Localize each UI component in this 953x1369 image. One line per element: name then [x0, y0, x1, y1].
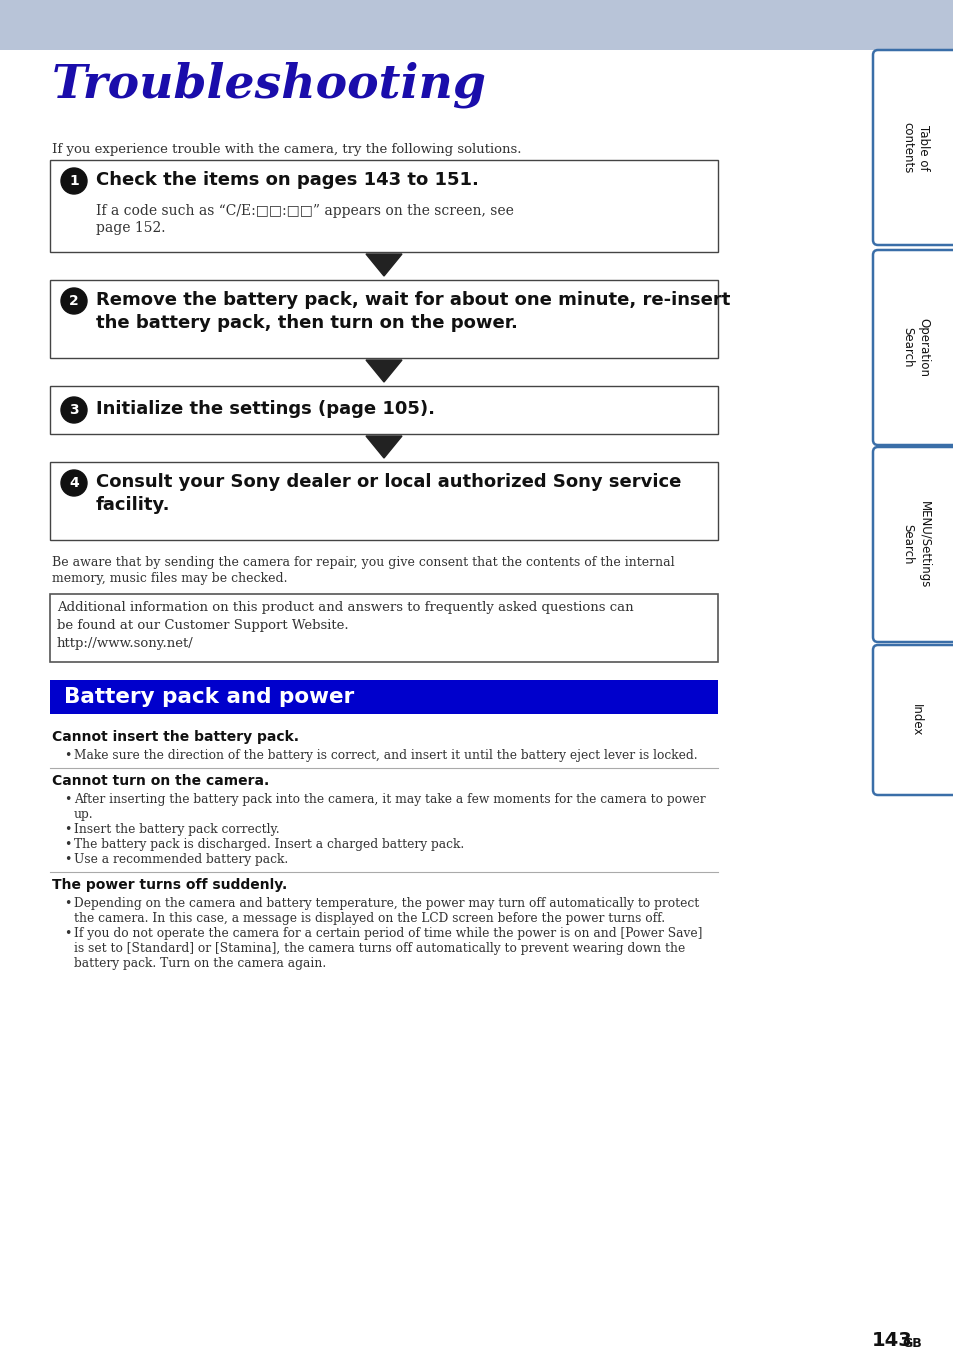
Text: battery pack. Turn on the camera again.: battery pack. Turn on the camera again.	[74, 957, 326, 971]
Text: be found at our Customer Support Website.: be found at our Customer Support Website…	[57, 619, 348, 632]
Text: 143: 143	[871, 1331, 912, 1350]
Text: page 152.: page 152.	[96, 220, 165, 235]
Circle shape	[61, 287, 87, 314]
Text: Troubleshooting: Troubleshooting	[52, 62, 486, 108]
FancyBboxPatch shape	[0, 51, 953, 1369]
Text: 4: 4	[69, 476, 79, 490]
Text: 2: 2	[69, 294, 79, 308]
Text: Consult your Sony dealer or local authorized Sony service: Consult your Sony dealer or local author…	[96, 474, 680, 491]
Text: MENU/Settings
Search: MENU/Settings Search	[901, 501, 929, 589]
Polygon shape	[366, 255, 401, 277]
FancyBboxPatch shape	[872, 251, 953, 445]
Text: Depending on the camera and battery temperature, the power may turn off automati: Depending on the camera and battery temp…	[74, 897, 699, 910]
Text: If a code such as “C/E:□□:□□” appears on the screen, see: If a code such as “C/E:□□:□□” appears on…	[96, 204, 514, 218]
Text: Remove the battery pack, wait for about one minute, re-insert: Remove the battery pack, wait for about …	[96, 292, 730, 309]
FancyBboxPatch shape	[0, 0, 953, 51]
Polygon shape	[366, 435, 401, 459]
Text: The power turns off suddenly.: The power turns off suddenly.	[52, 878, 287, 893]
Text: Cannot turn on the camera.: Cannot turn on the camera.	[52, 773, 269, 789]
Text: 3: 3	[70, 402, 79, 418]
Text: •: •	[64, 853, 71, 867]
Text: GB: GB	[901, 1338, 921, 1350]
FancyBboxPatch shape	[872, 645, 953, 795]
FancyBboxPatch shape	[50, 680, 718, 715]
Text: Cannot insert the battery pack.: Cannot insert the battery pack.	[52, 730, 298, 743]
FancyBboxPatch shape	[50, 386, 718, 434]
FancyBboxPatch shape	[50, 594, 718, 663]
FancyBboxPatch shape	[50, 281, 718, 359]
Text: facility.: facility.	[96, 496, 171, 513]
Text: http://www.sony.net/: http://www.sony.net/	[57, 637, 193, 650]
Text: up.: up.	[74, 808, 93, 821]
Text: Initialize the settings (page 105).: Initialize the settings (page 105).	[96, 400, 435, 418]
Text: 1: 1	[69, 174, 79, 188]
Text: •: •	[64, 838, 71, 852]
Text: If you experience trouble with the camera, try the following solutions.: If you experience trouble with the camer…	[52, 142, 521, 156]
Text: •: •	[64, 793, 71, 806]
Text: After inserting the battery pack into the camera, it may take a few moments for : After inserting the battery pack into th…	[74, 793, 705, 806]
Text: •: •	[64, 897, 71, 910]
Text: Insert the battery pack correctly.: Insert the battery pack correctly.	[74, 823, 279, 836]
Text: •: •	[64, 823, 71, 836]
Text: Index: Index	[908, 704, 922, 737]
FancyBboxPatch shape	[872, 448, 953, 642]
Text: Be aware that by sending the camera for repair, you give consent that the conten: Be aware that by sending the camera for …	[52, 556, 674, 570]
Text: The battery pack is discharged. Insert a charged battery pack.: The battery pack is discharged. Insert a…	[74, 838, 464, 852]
FancyBboxPatch shape	[50, 461, 718, 539]
Text: Additional information on this product and answers to frequently asked questions: Additional information on this product a…	[57, 601, 633, 615]
Text: the camera. In this case, a message is displayed on the LCD screen before the po: the camera. In this case, a message is d…	[74, 912, 664, 925]
Text: •: •	[64, 927, 71, 941]
FancyBboxPatch shape	[50, 160, 718, 252]
Text: Table of
contents: Table of contents	[901, 122, 929, 174]
Circle shape	[61, 470, 87, 496]
Text: Make sure the direction of the battery is correct, and insert it until the batte: Make sure the direction of the battery i…	[74, 749, 697, 763]
Text: Battery pack and power: Battery pack and power	[64, 687, 354, 706]
Text: •: •	[64, 749, 71, 763]
Text: Use a recommended battery pack.: Use a recommended battery pack.	[74, 853, 288, 867]
Circle shape	[61, 397, 87, 423]
Text: Operation
Search: Operation Search	[901, 318, 929, 376]
Text: the battery pack, then turn on the power.: the battery pack, then turn on the power…	[96, 314, 517, 333]
Circle shape	[61, 168, 87, 194]
Text: memory, music files may be checked.: memory, music files may be checked.	[52, 572, 287, 585]
Polygon shape	[366, 360, 401, 382]
FancyBboxPatch shape	[872, 51, 953, 245]
Text: is set to [Standard] or [Stamina], the camera turns off automatically to prevent: is set to [Standard] or [Stamina], the c…	[74, 942, 684, 956]
Text: Check the items on pages 143 to 151.: Check the items on pages 143 to 151.	[96, 171, 478, 189]
Text: If you do not operate the camera for a certain period of time while the power is: If you do not operate the camera for a c…	[74, 927, 701, 941]
